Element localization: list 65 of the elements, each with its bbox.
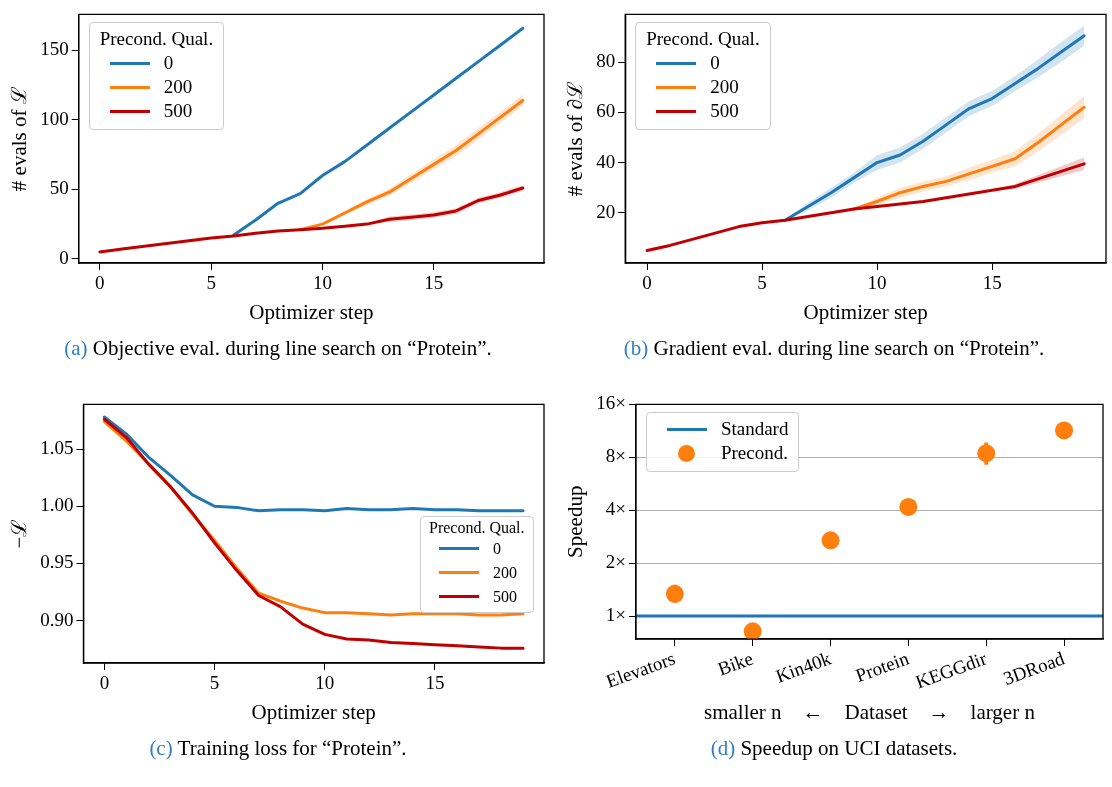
x-tick-label: 0 bbox=[99, 672, 110, 694]
legend-label: 500 bbox=[163, 99, 193, 124]
x-tick-label: 15 bbox=[424, 272, 444, 294]
legend-label: Precond. bbox=[720, 441, 788, 466]
x-axis-title: smaller n ← Dataset → larger n bbox=[704, 699, 1036, 724]
x-tick-label: 10 bbox=[312, 272, 332, 294]
y-axis-title: Speedup bbox=[563, 485, 588, 558]
x-tick-label: Kin40k bbox=[772, 647, 835, 687]
y-tick-label: 100 bbox=[40, 107, 69, 129]
point bbox=[821, 531, 840, 550]
x-tick-label: 15 bbox=[982, 272, 1002, 294]
text: (c) Training loss for “Protein”. bbox=[148, 736, 408, 761]
text: (b) Gradient eval. during line search on “Protein”. bbox=[622, 336, 1046, 361]
y-tick-label: 40 bbox=[596, 150, 616, 172]
legend-label: 500 bbox=[493, 587, 517, 607]
y-tick-label: 2× bbox=[605, 551, 626, 573]
legend-title: Precond. Qual. bbox=[646, 27, 760, 52]
y-axis-title: # evals of ∂ℒ bbox=[563, 81, 588, 197]
y-tick-label: 50 bbox=[49, 177, 69, 199]
y-tick-label: 20 bbox=[596, 200, 616, 222]
legend-label: 0 bbox=[493, 539, 501, 559]
legend-label: 0 bbox=[163, 51, 174, 76]
y-tick-label: 0.90 bbox=[40, 608, 74, 630]
legend-label: 200 bbox=[163, 75, 193, 100]
y-tick-label: 0 bbox=[59, 246, 69, 268]
y-tick-label: 4× bbox=[605, 498, 626, 520]
x-tick-label: 5 bbox=[206, 272, 216, 294]
y-tick-label: 1.00 bbox=[40, 494, 74, 516]
text: (d) Speedup on UCI datasets. bbox=[709, 736, 959, 761]
x-tick-label: 10 bbox=[315, 672, 335, 694]
x-axis-title: Optimizer step bbox=[251, 699, 376, 724]
text: (a) Objective eval. during line search on “Protein”. bbox=[63, 336, 493, 361]
point bbox=[743, 622, 762, 640]
legend-label: 500 bbox=[710, 99, 739, 124]
legend-label: 200 bbox=[710, 75, 739, 100]
legend-label: 0 bbox=[710, 51, 720, 76]
x-tick-label: 0 bbox=[95, 272, 105, 294]
legend-label: Standard bbox=[720, 417, 789, 442]
y-axis-title: # evals of ℒ bbox=[7, 86, 32, 192]
legend-label: 200 bbox=[493, 563, 517, 583]
x-tick-label: 10 bbox=[867, 272, 887, 294]
x-tick-label: 5 bbox=[757, 272, 767, 294]
x-axis-title: Optimizer step bbox=[803, 299, 928, 324]
point bbox=[899, 497, 918, 516]
y-tick-label: 1.05 bbox=[40, 437, 74, 459]
y-tick-label: 150 bbox=[40, 38, 69, 60]
legend-title: Precond. Qual. bbox=[429, 517, 525, 537]
legend-title: Precond. Qual. bbox=[99, 27, 214, 52]
point bbox=[977, 444, 996, 463]
x-tick-label: 15 bbox=[425, 672, 445, 694]
x-tick-label: Elevators bbox=[603, 647, 678, 692]
y-axis-title: −ℒ bbox=[7, 518, 32, 549]
x-tick-label: Bike bbox=[714, 647, 756, 680]
point bbox=[1055, 421, 1074, 440]
y-tick-label: 0.95 bbox=[40, 551, 74, 573]
x-axis-title: Optimizer step bbox=[249, 299, 374, 324]
x-tick-label: 0 bbox=[642, 272, 652, 294]
y-tick-label: 1× bbox=[605, 604, 626, 626]
y-tick-label: 60 bbox=[596, 100, 616, 122]
point bbox=[665, 584, 684, 603]
y-tick-label: 8× bbox=[605, 445, 626, 467]
x-tick-label: Protein bbox=[852, 647, 912, 687]
y-tick-label: 16× bbox=[596, 392, 626, 414]
x-tick-label: 5 bbox=[209, 672, 220, 694]
y-tick-label: 80 bbox=[596, 50, 616, 72]
